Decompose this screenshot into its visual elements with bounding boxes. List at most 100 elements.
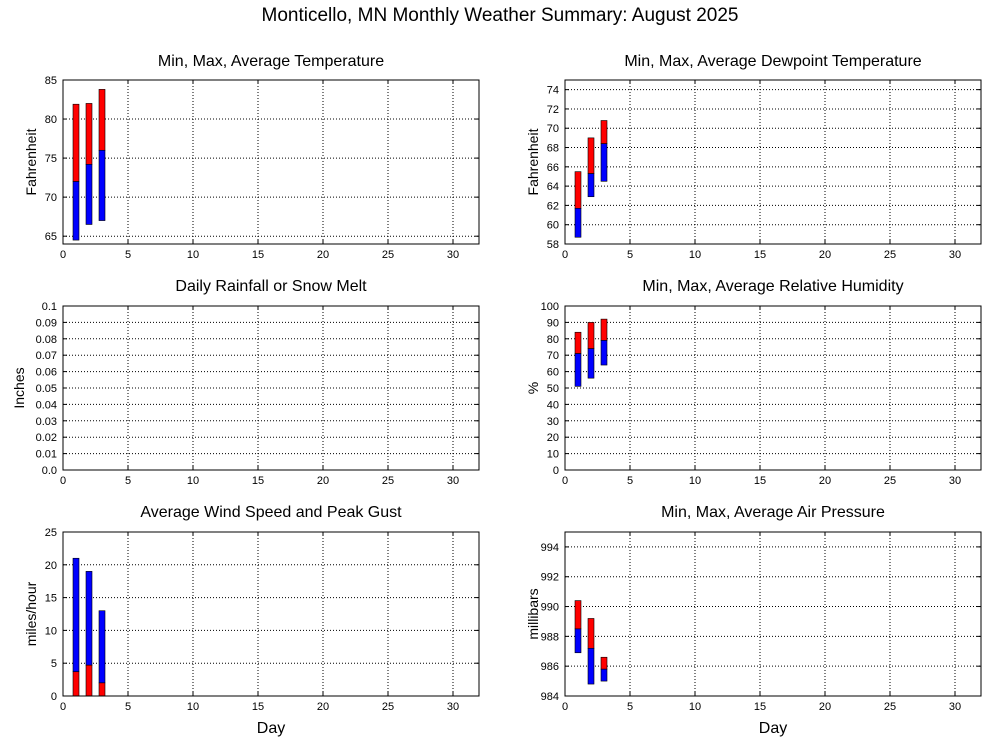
dewpoint-xtick-label: 30 (949, 249, 961, 261)
humidity-ytick-label: 30 (547, 416, 559, 428)
dewpoint-ytick-label: 70 (547, 123, 559, 135)
pressure-bar-day1-s1 (574, 628, 582, 654)
temperature-bar-day3-s0 (98, 89, 106, 151)
pressure-xtick-label: 15 (754, 701, 766, 713)
humidity-bar-day3-s1 (600, 340, 608, 366)
temperature-xtick-label: 5 (125, 249, 131, 261)
pressure-panel: Min, Max, Average Air Pressure 984 986 988 9… (525, 504, 982, 737)
pressure-ylabel: millibars (525, 588, 541, 639)
rainfall-ytick-label: 0.02 (36, 432, 57, 444)
wind-ytick-label: 15 (45, 593, 57, 605)
humidity-xtick-label: 0 (562, 475, 568, 487)
wind-plot-frame (62, 531, 480, 697)
pressure-bar-day3-s1 (600, 668, 608, 682)
rainfall-xtick-label: 15 (252, 475, 264, 487)
humidity-xtick-label: 30 (949, 475, 961, 487)
rainfall-panel: Daily Rainfall or Snow Melt 0.0 0.01 0.02 0.… (11, 278, 480, 487)
rainfall-ytick-label: 0.05 (36, 383, 57, 395)
dewpoint-plot-frame (564, 79, 982, 245)
temperature-ytick-label: 80 (45, 114, 57, 126)
humidity-title: Min, Max, Average Relative Humidity (642, 278, 903, 295)
dewpoint-bar-day3-s0 (600, 120, 608, 144)
dewpoint-ytick-label: 74 (547, 85, 559, 97)
pressure-xtick-label: 25 (884, 701, 896, 713)
humidity-ytick-label: 0 (553, 465, 559, 477)
rainfall-ytick-label: 0.0 (42, 465, 57, 477)
wind-ytick-label: 0 (51, 691, 57, 703)
humidity-bar-day1-s1 (574, 353, 582, 387)
temperature-bar-day1-s1 (72, 181, 80, 241)
rainfall-xtick-label: 25 (382, 475, 394, 487)
rainfall-xtick-label: 30 (447, 475, 459, 487)
pressure-ytick-label: 990 (541, 602, 559, 614)
dewpoint-xtick-label: 15 (754, 249, 766, 261)
temperature-panel: Min, Max, Average Temperature 65 70 75 80 85 0… (23, 53, 480, 261)
pressure-xtick-label: 5 (627, 701, 633, 713)
wind-xtick-label: 0 (60, 701, 66, 713)
dewpoint-ytick-label: 58 (547, 239, 559, 251)
humidity-ylabel: % (525, 382, 541, 394)
pressure-ytick-label: 988 (541, 631, 559, 643)
humidity-ytick-label: 60 (547, 367, 559, 379)
pressure-ytick-label: 992 (541, 572, 559, 584)
dewpoint-xtick-label: 25 (884, 249, 896, 261)
temperature-xtick-label: 20 (317, 249, 329, 261)
temperature-xtick-label: 10 (187, 249, 199, 261)
dewpoint-bar-day3-s1 (600, 143, 608, 182)
pressure-xtick-label: 0 (562, 701, 568, 713)
dewpoint-ytick-label: 68 (547, 143, 559, 155)
humidity-ytick-label: 10 (547, 449, 559, 461)
temperature-ytick-label: 70 (45, 192, 57, 204)
rainfall-ytick-label: 0.1 (42, 301, 57, 313)
wind-bar-day1-s0 (72, 557, 80, 673)
temperature-ylabel: Fahrenheit (23, 128, 39, 195)
pressure-xtick-label: 10 (689, 701, 701, 713)
wind-title: Average Wind Speed and Peak Gust (140, 504, 402, 521)
wind-xtick-label: 10 (187, 701, 199, 713)
pressure-bar-day1-s0 (574, 600, 582, 630)
dewpoint-xtick-label: 10 (689, 249, 701, 261)
dewpoint-xtick-label: 5 (627, 249, 633, 261)
pressure-xtick-label: 30 (949, 701, 961, 713)
rainfall-ytick-label: 0.04 (36, 399, 57, 411)
rainfall-ytick-label: 0.03 (36, 416, 57, 428)
pressure-ytick-label: 994 (541, 542, 559, 554)
wind-ytick-label: 25 (45, 527, 57, 539)
dewpoint-ytick-label: 64 (547, 181, 559, 193)
humidity-ytick-label: 100 (541, 301, 559, 313)
temperature-ytick-label: 65 (45, 231, 57, 243)
rainfall-title: Daily Rainfall or Snow Melt (175, 278, 367, 295)
wind-xtick-label: 15 (252, 701, 264, 713)
humidity-xtick-label: 20 (819, 475, 831, 487)
temperature-plot-frame (62, 79, 480, 245)
wind-bar-day3-s0 (98, 610, 106, 684)
humidity-ytick-label: 90 (547, 317, 559, 329)
rainfall-ylabel: Inches (11, 367, 27, 408)
dewpoint-xtick-label: 20 (819, 249, 831, 261)
rainfall-ytick-label: 0.08 (36, 334, 57, 346)
pressure-bar-day2-s1 (587, 647, 595, 685)
temperature-xtick-label: 25 (382, 249, 394, 261)
pressure-plot-frame (564, 531, 982, 697)
humidity-bar-day3-s0 (600, 318, 608, 341)
wind-ytick-label: 10 (45, 625, 57, 637)
pressure-bar-day2-s0 (587, 618, 595, 649)
humidity-plot-frame (564, 305, 982, 471)
dewpoint-ytick-label: 72 (547, 104, 559, 116)
rainfall-ytick-label: 0.01 (36, 449, 57, 461)
humidity-bar-day1-s0 (574, 331, 582, 354)
page-title: Monticello, MN Monthly Weather Summary: … (261, 5, 739, 26)
dewpoint-panel: Min, Max, Average Dewpoint Temperature 58… (525, 53, 982, 261)
pressure-ytick-label: 986 (541, 661, 559, 673)
humidity-xtick-label: 25 (884, 475, 896, 487)
temperature-bar-day1-s0 (72, 103, 80, 182)
wind-ytick-label: 5 (51, 658, 57, 670)
dewpoint-xtick-label: 0 (562, 249, 568, 261)
rainfall-ytick-label: 0.09 (36, 317, 57, 329)
dewpoint-bar-day1-s1 (574, 208, 582, 238)
pressure-title: Min, Max, Average Air Pressure (661, 504, 885, 521)
dewpoint-ytick-label: 66 (547, 162, 559, 174)
humidity-panel: Min, Max, Average Relative Humidity 0 10 20… (525, 278, 982, 487)
humidity-ytick-label: 80 (547, 334, 559, 346)
